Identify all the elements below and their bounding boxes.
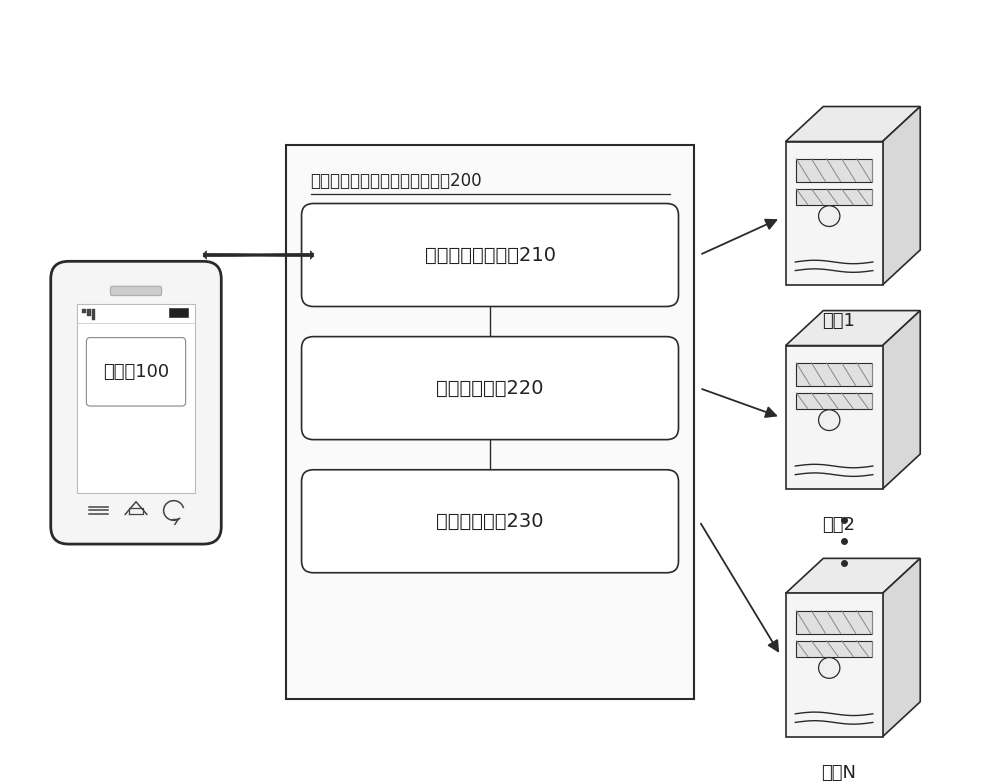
Text: 配置文件加载模块210: 配置文件加载模块210 — [425, 246, 556, 265]
Polygon shape — [883, 106, 920, 285]
FancyBboxPatch shape — [796, 640, 872, 657]
Polygon shape — [786, 345, 883, 489]
FancyBboxPatch shape — [796, 611, 872, 633]
Polygon shape — [786, 142, 883, 285]
Circle shape — [819, 658, 840, 678]
FancyBboxPatch shape — [51, 262, 221, 544]
Polygon shape — [786, 594, 883, 737]
FancyBboxPatch shape — [796, 159, 872, 182]
FancyBboxPatch shape — [302, 337, 679, 439]
Polygon shape — [786, 558, 920, 594]
FancyBboxPatch shape — [302, 204, 679, 306]
Text: 客户端100: 客户端100 — [103, 363, 169, 381]
Circle shape — [819, 410, 840, 431]
FancyBboxPatch shape — [77, 304, 195, 493]
FancyBboxPatch shape — [86, 337, 186, 406]
Text: 自动测试模块220: 自动测试模块220 — [436, 379, 544, 398]
FancyBboxPatch shape — [796, 393, 872, 409]
Circle shape — [819, 206, 840, 226]
Polygon shape — [883, 311, 920, 489]
FancyBboxPatch shape — [796, 189, 872, 205]
Polygon shape — [92, 309, 95, 319]
FancyBboxPatch shape — [286, 145, 694, 699]
FancyBboxPatch shape — [302, 470, 679, 572]
Text: 节点N: 节点N — [822, 764, 857, 782]
Text: 日志分析模块230: 日志分析模块230 — [436, 512, 544, 531]
Text: 分布式存储系统的性能测试设备200: 分布式存储系统的性能测试设备200 — [311, 172, 482, 190]
Text: 节点2: 节点2 — [823, 516, 856, 534]
FancyBboxPatch shape — [796, 363, 872, 386]
FancyBboxPatch shape — [169, 308, 188, 317]
Polygon shape — [82, 309, 86, 312]
Polygon shape — [786, 311, 920, 345]
FancyBboxPatch shape — [110, 287, 162, 296]
Polygon shape — [883, 558, 920, 737]
Polygon shape — [87, 309, 91, 316]
Polygon shape — [786, 106, 920, 142]
Text: 节点1: 节点1 — [823, 312, 855, 330]
